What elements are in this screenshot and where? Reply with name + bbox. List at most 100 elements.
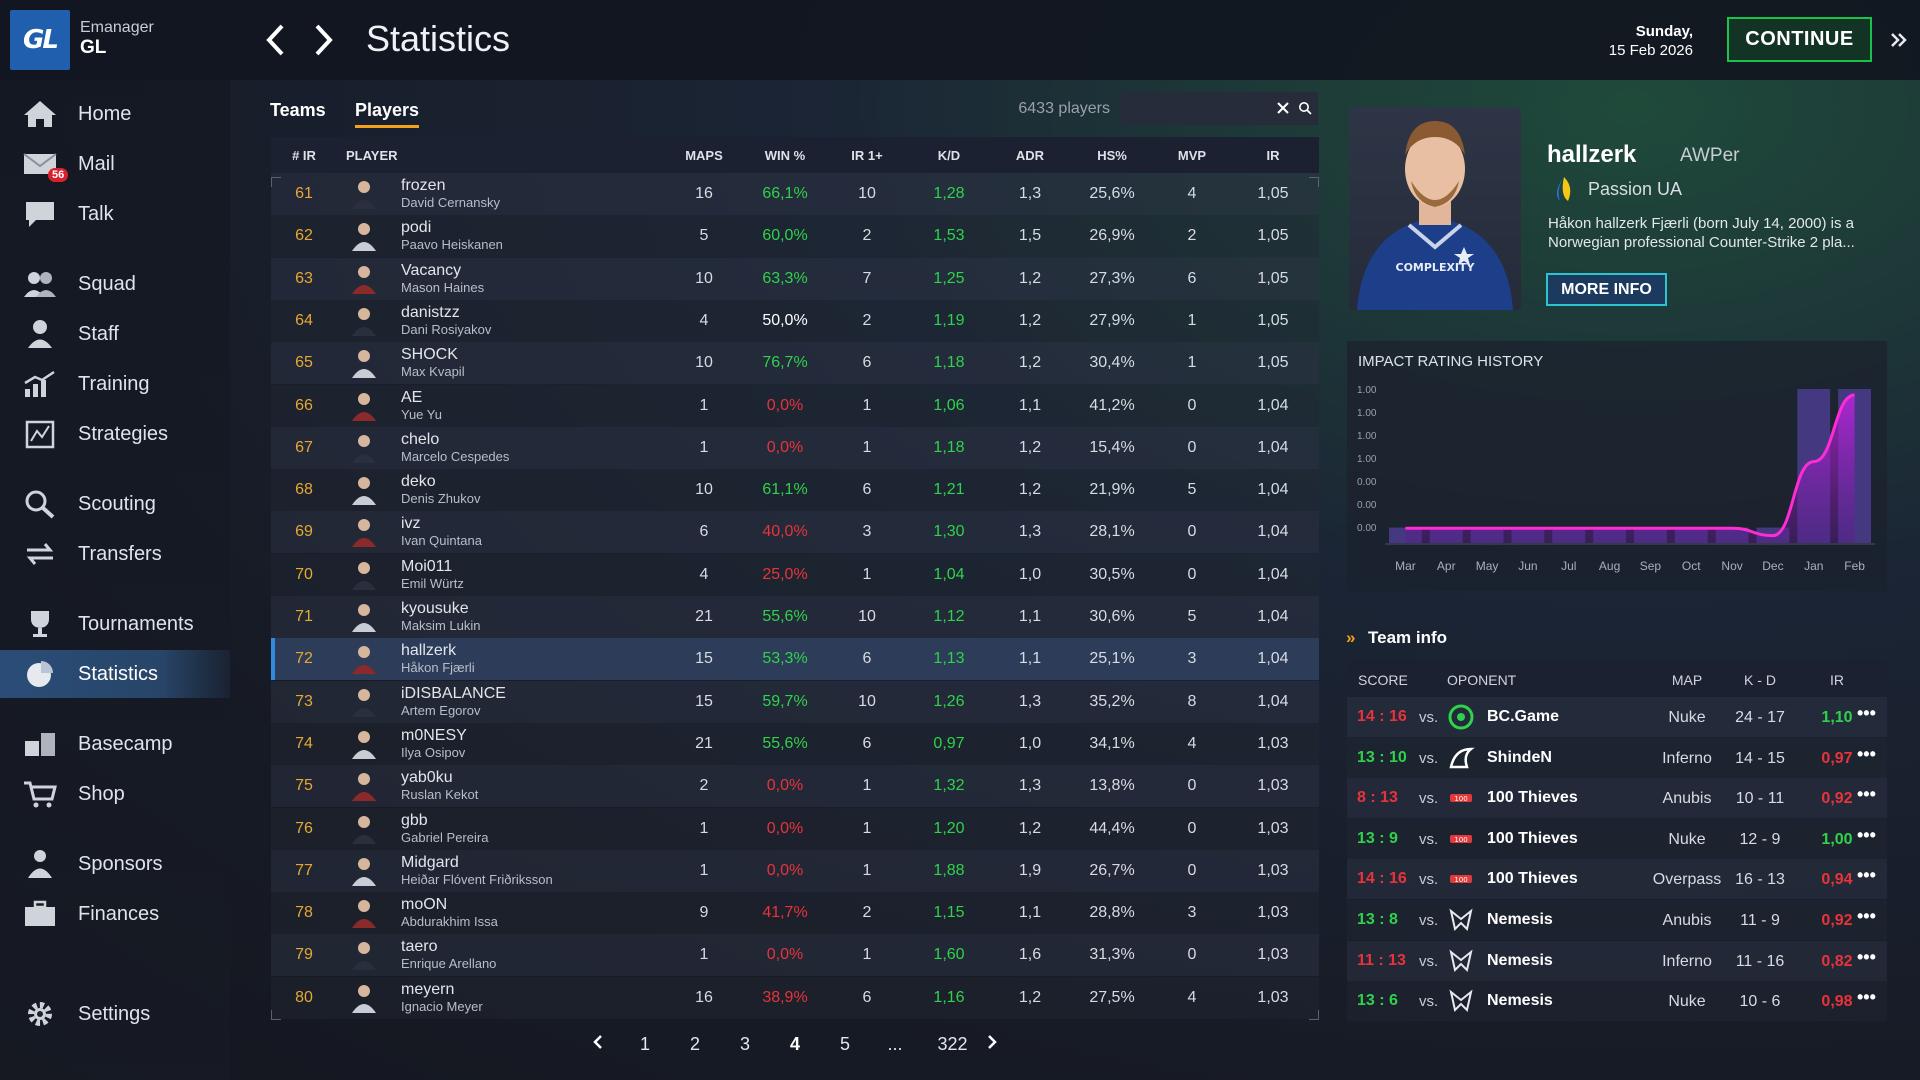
search-icon[interactable] (1298, 101, 1312, 115)
player-nickname[interactable]: hallzerk (401, 642, 457, 660)
sidebar-item-transfers[interactable]: Transfers (0, 530, 230, 578)
table-row[interactable]: 61 frozen David Cernansky 16 66,1% 10 1,28 1,3 2… (271, 173, 1319, 215)
sidebar-item-shop[interactable]: Shop (0, 770, 230, 818)
table-row[interactable]: 79 taero Enrique Arellano 1 0,0% 1 1,60 1,6 31,3… (271, 934, 1319, 977)
table-row[interactable]: 62 podi Paavo Heiskanen 5 60,0% 2 1,53 1,5 26,9%… (271, 215, 1319, 258)
col-header-maps[interactable]: MAPS (685, 148, 723, 163)
col-header-adr[interactable]: ADR (1015, 148, 1045, 163)
table-row[interactable]: 66 AE Yue Yu 1 0,0% 1 1,06 1,1 41,2% 0 1,04 (271, 384, 1319, 427)
sidebar-item-squad[interactable]: Squad (0, 260, 230, 308)
forward-button[interactable] (309, 20, 339, 60)
table-row[interactable]: 77 Midgard Heiðar Flóvent Friðriksson 1 0,0%… (271, 849, 1319, 892)
sidebar-item-settings[interactable]: Settings (0, 990, 230, 1038)
col-header-kd[interactable]: K/D (937, 148, 961, 163)
col-header-mvp[interactable]: MVP (1177, 148, 1207, 163)
tab-teams[interactable]: Teams (270, 100, 326, 120)
sidebar-item-basecamp[interactable]: Basecamp (0, 720, 230, 768)
player-nickname[interactable]: moON (401, 896, 448, 914)
match-row[interactable]: 13 : 10 vs. ShindeN Inferno 14 - 15 0,97 ••• (1347, 737, 1887, 778)
player-nickname[interactable]: iDISBALANCE (401, 684, 506, 702)
table-row[interactable]: 70 Moi011 Emil Würtz 4 25,0% 1 1,04 1,0 30,5% 0 1,… (271, 553, 1319, 596)
sidebar-item-home[interactable]: Home (0, 90, 230, 138)
more-options-icon[interactable]: ••• (1857, 743, 1876, 764)
table-row[interactable]: 72 hallzerk Håkon Fjærli 15 53,3% 6 1,13 1,1 25,… (271, 638, 1319, 681)
table-row[interactable]: 68 deko Denis Zhukov 10 61,1% 6 1,21 1,2 21,9% 5 1… (271, 469, 1319, 512)
continue-button[interactable]: CONTINUE (1727, 17, 1872, 62)
page-5[interactable]: 5 (839, 1034, 850, 1054)
sidebar-item-finances[interactable]: Finances (0, 890, 230, 938)
more-options-icon[interactable]: ••• (1857, 906, 1876, 926)
player-nickname[interactable]: danistzz (401, 303, 460, 321)
page-4[interactable]: 4 (789, 1034, 800, 1054)
sidebar-item-scouting[interactable]: Scouting (0, 480, 230, 528)
sidebar-item-talk[interactable]: Talk (0, 190, 230, 238)
player-nickname[interactable]: yab0ku (401, 769, 453, 787)
player-nickname[interactable]: frozen (401, 177, 446, 194)
player-nickname[interactable]: deko (401, 473, 436, 491)
player-nickname[interactable]: meyern (401, 980, 455, 998)
player-nickname[interactable]: Moi011 (401, 557, 453, 575)
search-input[interactable] (1128, 98, 1268, 120)
page-3[interactable]: 3 (739, 1034, 750, 1054)
player-nickname[interactable]: Midgard (401, 853, 459, 871)
sidebar-item-sponsors[interactable]: Sponsors (0, 840, 230, 888)
col-header-ir[interactable]: IR (1266, 148, 1280, 163)
player-nickname[interactable]: m0NESY (401, 726, 467, 744)
table-row[interactable]: 76 gbb Gabriel Pereira 1 0,0% 1 1,20 1,2 44,4% 0 1… (271, 807, 1319, 850)
next-page-button[interactable] (977, 1034, 1007, 1055)
match-row[interactable]: 14 : 16 vs. BC.Game Nuke 24 - 17 1,10 ••• (1347, 697, 1887, 737)
more-options-icon[interactable]: ••• (1857, 987, 1876, 1008)
player-nickname[interactable]: chelo (401, 430, 440, 448)
table-row[interactable]: 78 moON Abdurakhim Issa 9 41,7% 2 1,15 1,1 28,8%… (271, 892, 1319, 935)
player-nickname[interactable]: Vacancy (401, 261, 462, 279)
player-nickname[interactable]: SHOCK (401, 346, 458, 364)
table-row[interactable]: 75 yab0ku Ruslan Kekot 2 0,0% 1 1,32 1,3 13,8% 0 1… (271, 765, 1319, 808)
match-row[interactable]: 14 : 16 vs. 100 100 Thieves Overpass 16 - 13 0… (1347, 859, 1887, 900)
table-row[interactable]: 69 ivz Ivan Quintana 6 40,0% 3 1,30 1,3 28,1% 0 1,… (271, 511, 1319, 554)
table-row[interactable]: 64 danistzz Dani Rosiyakov 4 50,0% 2 1,19 1,2 27… (271, 299, 1319, 342)
match-row[interactable]: 13 : 6 vs. Nemesis Nuke 10 - 6 0,98 ••• (1347, 981, 1887, 1022)
player-nickname[interactable]: gbb (401, 811, 428, 829)
col-header-rank[interactable]: # IR (292, 148, 316, 163)
player-nickname[interactable]: taero (401, 938, 438, 956)
tab-players[interactable]: Players (355, 100, 420, 128)
more-options-icon[interactable]: ••• (1857, 784, 1876, 805)
sidebar-item-tournaments[interactable]: Tournaments (0, 600, 230, 648)
page-1[interactable]: 1 (639, 1034, 650, 1054)
col-header-win[interactable]: WIN % (764, 148, 806, 163)
table-row[interactable]: 74 m0NESY Ilya Osipov 21 55,6% 6 0,97 1,0 34,1% 4… (271, 722, 1319, 765)
player-nickname[interactable]: podi (401, 219, 432, 237)
fast-forward-button[interactable] (1888, 28, 1912, 52)
match-row[interactable]: 13 : 8 vs. Nemesis Anubis 11 - 9 0,92 ••• (1347, 900, 1887, 940)
table-row[interactable]: 71 kyousuke Maksim Lukin 21 55,6% 10 1,12 1,1 30… (271, 596, 1319, 638)
more-options-icon[interactable]: ••• (1857, 703, 1876, 723)
sidebar-item-staff[interactable]: Staff (0, 310, 230, 358)
match-row[interactable]: 13 : 9 vs. 100 100 Thieves Nuke 12 - 9 1,00 ••• (1347, 818, 1887, 859)
match-row[interactable]: 8 : 13 vs. 100 100 Thieves Anubis 10 - 11 0,92… (1347, 778, 1887, 819)
sidebar-item-statistics[interactable]: Statistics (0, 650, 230, 698)
page-2[interactable]: 2 (689, 1034, 700, 1054)
table-row[interactable]: 65 SHOCK Max Kvapil 10 76,7% 6 1,18 1,2 30,4% 1 1,… (271, 342, 1319, 385)
sidebar-item-training[interactable]: Training (0, 360, 230, 408)
col-header-ir1[interactable]: IR 1+ (851, 148, 883, 163)
table-row[interactable]: 73 iDISBALANCE Artem Egorov 15 59,7% 10 1,26 1,… (271, 680, 1319, 723)
page-last[interactable]: 322 (937, 1034, 968, 1054)
prev-page-button[interactable] (583, 1034, 613, 1055)
more-options-icon[interactable]: ••• (1857, 824, 1876, 845)
close-icon[interactable] (1276, 101, 1290, 115)
sidebar-item-strategies[interactable]: Strategies (0, 410, 230, 458)
table-row[interactable]: 67 chelo Marcelo Cespedes 1 0,0% 1 1,18 1,2 15,4… (271, 426, 1319, 469)
table-row[interactable]: 80 meyern Ignacio Meyer 16 38,9% 6 1,16 1,2 27,5… (271, 976, 1319, 1019)
table-row[interactable]: 63 Vacancy Mason Haines 10 63,3% 7 1,25 1,2 27,3… (271, 257, 1319, 300)
more-options-icon[interactable]: ••• (1857, 946, 1876, 967)
col-header-player[interactable]: PLAYER (346, 148, 398, 163)
back-button[interactable] (260, 20, 290, 60)
player-nickname[interactable]: ivz (401, 515, 421, 533)
more-options-icon[interactable]: ••• (1857, 865, 1876, 886)
col-header-hs[interactable]: HS% (1097, 148, 1127, 163)
player-nickname[interactable]: AE (401, 388, 423, 406)
match-row[interactable]: 11 : 13 vs. Nemesis Inferno 11 - 16 0,82 ••• (1347, 940, 1887, 981)
more-info-button[interactable]: MORE INFO (1546, 273, 1667, 306)
player-nickname[interactable]: kyousuke (401, 600, 469, 617)
sidebar-item-mail[interactable]: Mail (0, 140, 230, 188)
